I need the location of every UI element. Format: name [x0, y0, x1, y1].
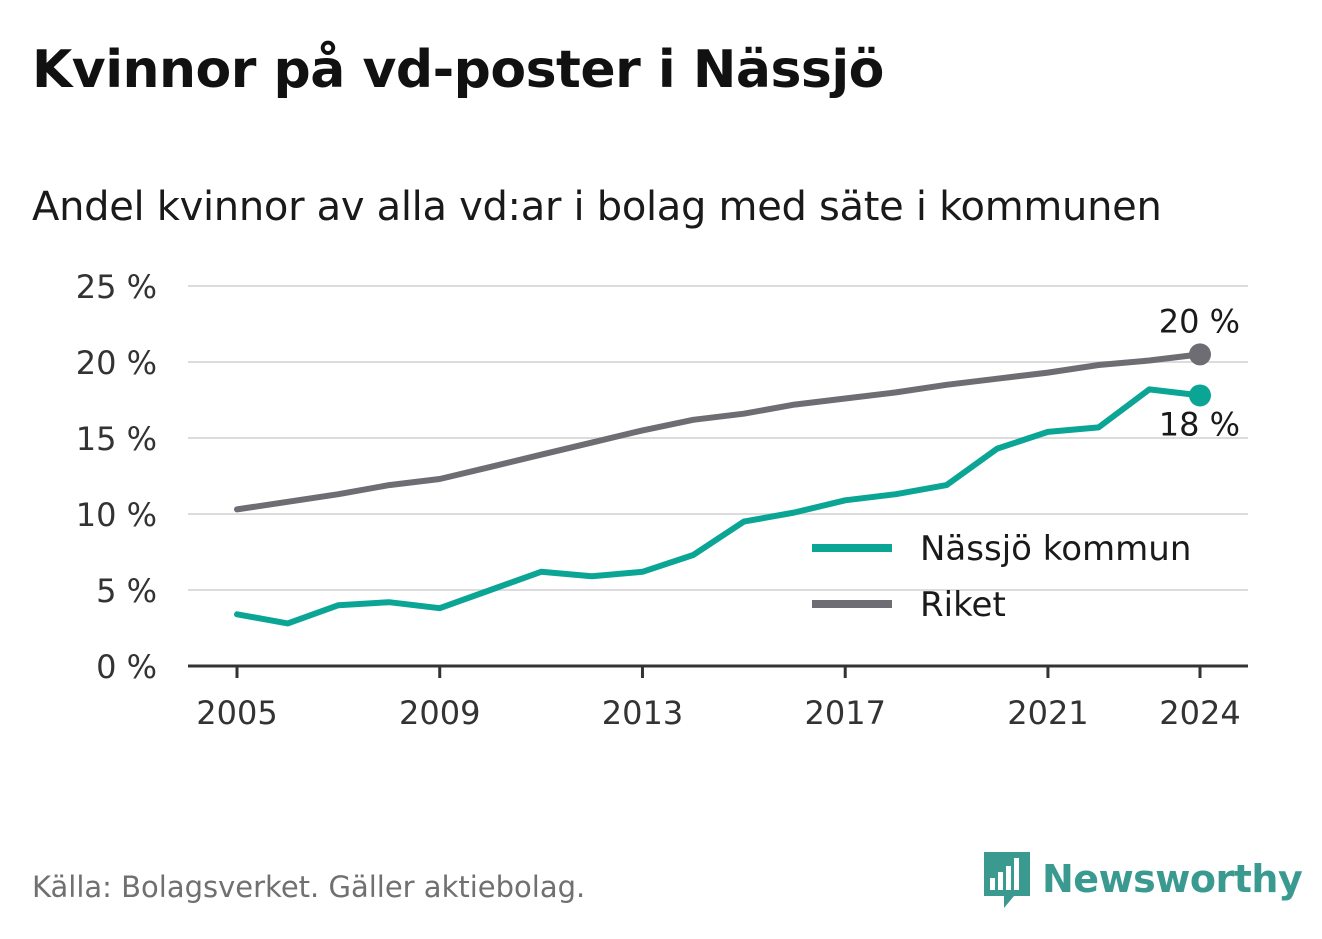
- newsworthy-logo-icon: [984, 852, 1030, 908]
- x-tick-label: 2021: [1007, 694, 1088, 732]
- legend-label: Nässjö kommun: [920, 529, 1191, 569]
- series-end-point: [1189, 343, 1211, 366]
- chart-title: Kvinnor på vd-poster i Nässjö: [32, 40, 884, 100]
- y-tick-label: 10 %: [76, 496, 157, 534]
- x-tick-label: 2017: [804, 694, 885, 732]
- y-tick-label: 25 %: [76, 268, 157, 306]
- y-tick-label: 20 %: [76, 344, 157, 382]
- brand-name: Newsworthy: [1042, 857, 1303, 901]
- end-value-label: 18 %: [1159, 405, 1240, 443]
- y-tick-label: 0 %: [96, 648, 157, 686]
- series-line: [234, 351, 1203, 513]
- end-value-label: 20 %: [1159, 302, 1240, 340]
- legend-label: Riket: [920, 585, 1006, 625]
- series-end-point: [1189, 384, 1211, 407]
- x-tick-label: 2013: [602, 694, 683, 732]
- source-note: Källa: Bolagsverket. Gäller aktiebolag.: [32, 870, 586, 904]
- x-tick-label: 2009: [399, 694, 480, 732]
- y-tick-label: 15 %: [76, 420, 157, 458]
- series-line: [234, 386, 1203, 627]
- chart-subtitle: Andel kvinnor av alla vd:ar i bolag med …: [32, 184, 1162, 230]
- y-tick-label: 5 %: [96, 572, 157, 610]
- x-tick-label: 2024: [1159, 694, 1240, 732]
- brand-logo: Newsworthy: [982, 848, 1303, 910]
- x-tick-label: 2005: [196, 694, 277, 732]
